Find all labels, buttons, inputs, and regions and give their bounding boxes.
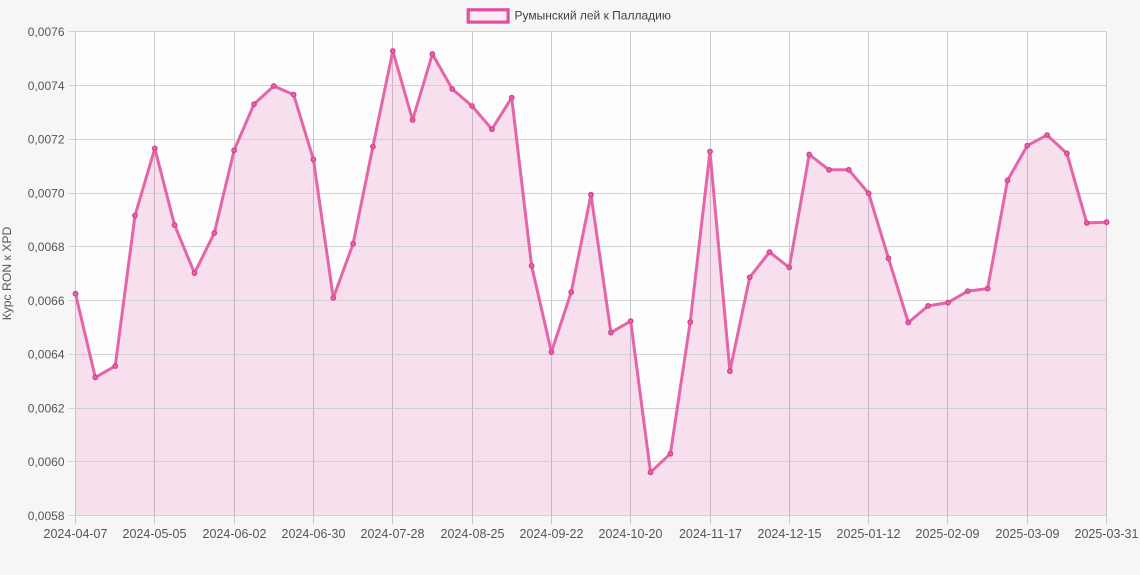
svg-text:2025-03-09: 2025-03-09: [996, 527, 1060, 541]
svg-text:2025-03-31: 2025-03-31: [1075, 527, 1139, 541]
svg-text:0,0062: 0,0062: [28, 401, 65, 415]
svg-text:0,0076: 0,0076: [28, 25, 65, 39]
svg-text:2024-10-20: 2024-10-20: [599, 527, 663, 541]
svg-text:2024-11-17: 2024-11-17: [679, 527, 742, 541]
svg-text:Курс RON к XPD: Курс RON к XPD: [0, 227, 14, 321]
svg-text:0,0058: 0,0058: [28, 509, 65, 523]
svg-text:0,0064: 0,0064: [28, 348, 65, 362]
svg-text:2024-09-22: 2024-09-22: [520, 527, 584, 541]
svg-text:0,0068: 0,0068: [28, 240, 65, 254]
svg-text:2024-08-25: 2024-08-25: [441, 527, 505, 541]
svg-text:0,0074: 0,0074: [28, 79, 65, 93]
svg-text:2025-02-09: 2025-02-09: [916, 527, 980, 541]
svg-text:2024-04-07: 2024-04-07: [44, 527, 108, 541]
svg-text:2024-12-15: 2024-12-15: [758, 527, 822, 541]
svg-text:2025-01-12: 2025-01-12: [837, 527, 901, 541]
svg-text:2024-06-30: 2024-06-30: [282, 527, 346, 541]
svg-text:0,0066: 0,0066: [28, 294, 65, 308]
svg-text:0,0070: 0,0070: [28, 186, 65, 200]
svg-text:0,0072: 0,0072: [28, 133, 65, 147]
svg-text:2024-05-05: 2024-05-05: [123, 527, 187, 541]
svg-text:2024-06-02: 2024-06-02: [203, 527, 267, 541]
svg-text:2024-07-28: 2024-07-28: [361, 527, 425, 541]
svg-text:0,0060: 0,0060: [28, 455, 65, 469]
svg-text:Румынский лей к Палладию: Румынский лей к Палладию: [515, 8, 671, 22]
